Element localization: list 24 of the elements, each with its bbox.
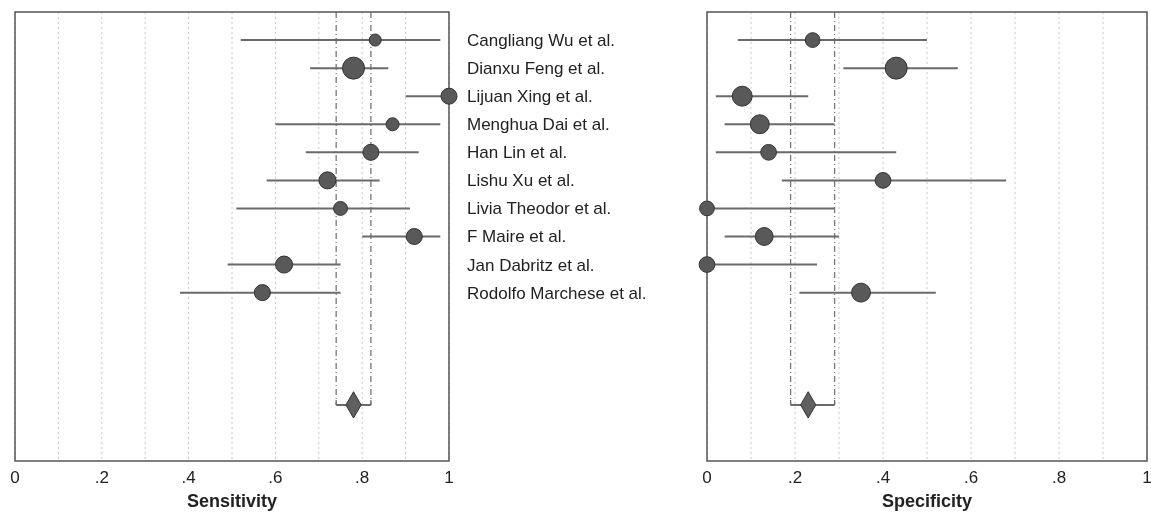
y-tick-label: F Maire et al. bbox=[467, 227, 567, 247]
y-tick-label: Livia Theodor et al. bbox=[467, 199, 612, 219]
x-tick-label: .2 bbox=[94, 468, 109, 487]
y-tick-label: Dianxu Feng et al. bbox=[467, 59, 605, 79]
x-tick-label: .8 bbox=[1051, 468, 1067, 487]
x-tick-label: 0 bbox=[702, 468, 712, 487]
x-tick-label: 1 bbox=[444, 468, 454, 487]
y-tick-label: Lijuan Xing et al. bbox=[467, 87, 593, 107]
x-tick-label: .2 bbox=[787, 468, 803, 487]
x-axis-title: Sensitivity bbox=[186, 491, 278, 511]
y-tick-label: Rodolfo Marchese et al. bbox=[467, 283, 647, 303]
x-tick-label: 1 bbox=[1142, 468, 1151, 487]
x-tick-label: .4 bbox=[875, 468, 891, 487]
y-tick-label: Lishu Xu et al. bbox=[467, 171, 575, 191]
y-tick-label: Cangliang Wu et al. bbox=[467, 31, 616, 51]
x-tick-label: .6 bbox=[963, 468, 979, 487]
x-axis-title: Specificity bbox=[881, 491, 973, 511]
x-tick-label: .8 bbox=[355, 468, 370, 487]
x-tick-label: .6 bbox=[268, 468, 283, 487]
y-tick-label: Menghua Dai et al. bbox=[467, 115, 610, 135]
x-tick-label: .4 bbox=[181, 468, 196, 487]
x-tick-label: 0 bbox=[10, 468, 20, 487]
y-tick-label: Han Lin et al. bbox=[467, 143, 568, 163]
y-tick-label: Jan Dabritz et al. bbox=[467, 255, 595, 275]
